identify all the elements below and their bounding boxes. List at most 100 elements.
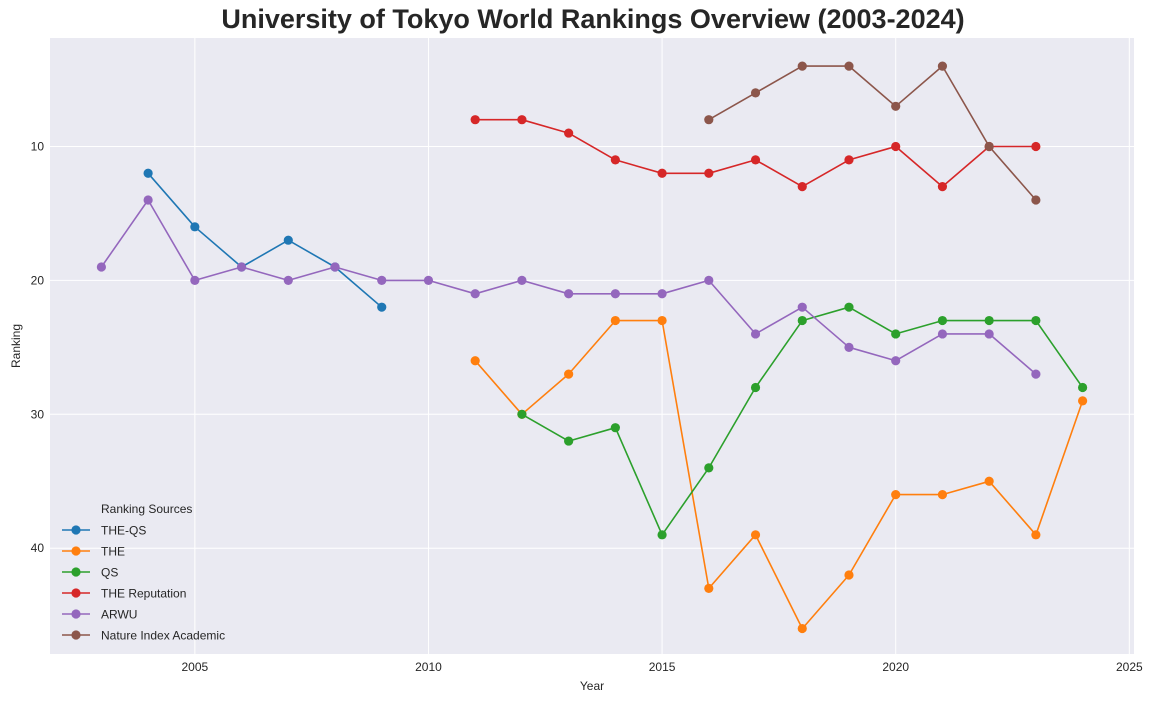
data-point-arwu [330, 262, 340, 272]
series-the-qs [143, 168, 387, 312]
legend-label: QS [101, 566, 118, 580]
data-point-nature-index-academic [797, 61, 807, 71]
data-point-arwu [797, 302, 807, 312]
data-point-the-reputation [937, 182, 948, 192]
data-point-nature-index-academic [704, 115, 714, 125]
data-point-arwu [1031, 369, 1041, 379]
series-nature-index-academic [704, 61, 1041, 205]
legend-label: THE-QS [101, 524, 146, 538]
data-point-the [937, 490, 948, 500]
data-point-the [1031, 530, 1041, 540]
data-point-the [797, 623, 807, 634]
legend-entry-the-reputation: THE Reputation [62, 587, 186, 601]
legend-entry-nature-index-academic: Nature Index Academic [62, 629, 225, 643]
legend-marker [71, 630, 81, 640]
legend-label: ARWU [101, 608, 137, 622]
legend-entry-the: THE [62, 545, 125, 559]
data-point-arwu [984, 329, 994, 339]
data-point-the-qs [190, 222, 200, 232]
y-tick-label: 30 [31, 407, 45, 421]
data-point-qs [564, 436, 574, 446]
chart-title: University of Tokyo World Rankings Overv… [221, 4, 965, 34]
y-tick-label: 10 [31, 139, 45, 153]
legend-marker [71, 546, 81, 556]
x-tick-label: 2005 [181, 660, 208, 674]
data-point-arwu [517, 275, 527, 285]
data-point-qs [657, 530, 667, 540]
y-axis-label: Ranking [9, 324, 23, 368]
data-point-qs [1078, 382, 1088, 393]
data-point-the [750, 530, 761, 540]
data-point-the [704, 583, 714, 593]
data-point-qs [704, 463, 714, 473]
data-point-the [564, 369, 574, 379]
legend-entry-qs: QS [62, 566, 118, 580]
data-point-nature-index-academic [750, 88, 761, 98]
data-point-the-reputation [704, 168, 714, 178]
data-point-arwu [190, 275, 200, 285]
x-tick-label: 2020 [882, 660, 909, 674]
data-point-nature-index-academic [1031, 195, 1041, 205]
data-point-qs [891, 329, 901, 339]
legend-marker [71, 588, 81, 598]
data-point-qs [750, 382, 761, 393]
x-tick-label: 2025 [1116, 660, 1143, 674]
legend-title: Ranking Sources [101, 502, 192, 516]
data-point-the-qs [377, 302, 387, 312]
x-tick-label: 2010 [415, 660, 442, 674]
data-point-the-reputation [657, 168, 667, 178]
data-point-the-reputation [797, 182, 807, 192]
data-point-qs [797, 315, 807, 326]
data-point-qs [844, 302, 854, 312]
series-arwu [96, 195, 1041, 379]
series-layer [96, 61, 1088, 634]
data-point-qs [984, 315, 994, 326]
legend: Ranking Sources THE-QS THE QS THE Reputatio… [62, 502, 225, 643]
data-point-qs [610, 423, 620, 433]
data-point-the [1078, 396, 1088, 406]
data-point-the [657, 315, 667, 326]
data-point-nature-index-academic [891, 101, 901, 111]
legend-entry-arwu: ARWU [62, 608, 137, 622]
data-point-qs [937, 315, 948, 326]
legend-marker [71, 525, 81, 535]
plot-background [50, 38, 1134, 654]
data-point-the [470, 356, 480, 366]
data-point-arwu [283, 275, 293, 285]
legend-label: THE [101, 545, 125, 559]
data-point-the-reputation [564, 128, 574, 138]
data-point-arwu [143, 195, 153, 205]
x-axis-label: Year [580, 679, 604, 693]
data-point-the-qs [283, 235, 293, 245]
legend-marker [71, 609, 81, 619]
data-point-arwu [610, 289, 620, 299]
x-tick-label: 2015 [649, 660, 676, 674]
data-point-arwu [564, 289, 574, 299]
legend-label: THE Reputation [101, 587, 186, 601]
data-point-the-reputation [844, 155, 854, 165]
legend-label: Nature Index Academic [101, 629, 225, 643]
data-point-arwu [750, 329, 761, 339]
data-point-the-reputation [610, 155, 620, 165]
axis-ticks: 2005 2010 2015 2020 2025 10 20 30 40 [31, 139, 1143, 674]
data-point-qs [517, 409, 527, 419]
y-tick-label: 40 [31, 541, 45, 555]
data-point-the-reputation [891, 141, 901, 152]
data-point-the [610, 315, 620, 326]
data-point-the-reputation [750, 155, 761, 165]
y-tick-label: 20 [31, 273, 45, 287]
data-point-the-qs [143, 168, 153, 178]
data-point-the-reputation [470, 115, 480, 125]
data-point-nature-index-academic [937, 61, 948, 71]
data-point-qs [1031, 315, 1041, 326]
data-point-arwu [657, 289, 667, 299]
data-point-arwu [704, 275, 714, 285]
data-point-the-reputation [517, 115, 527, 125]
data-point-the [984, 476, 994, 486]
legend-marker [71, 567, 81, 577]
data-point-nature-index-academic [984, 141, 994, 152]
data-point-arwu [96, 262, 106, 272]
data-point-arwu [377, 275, 387, 285]
data-point-arwu [236, 262, 247, 272]
